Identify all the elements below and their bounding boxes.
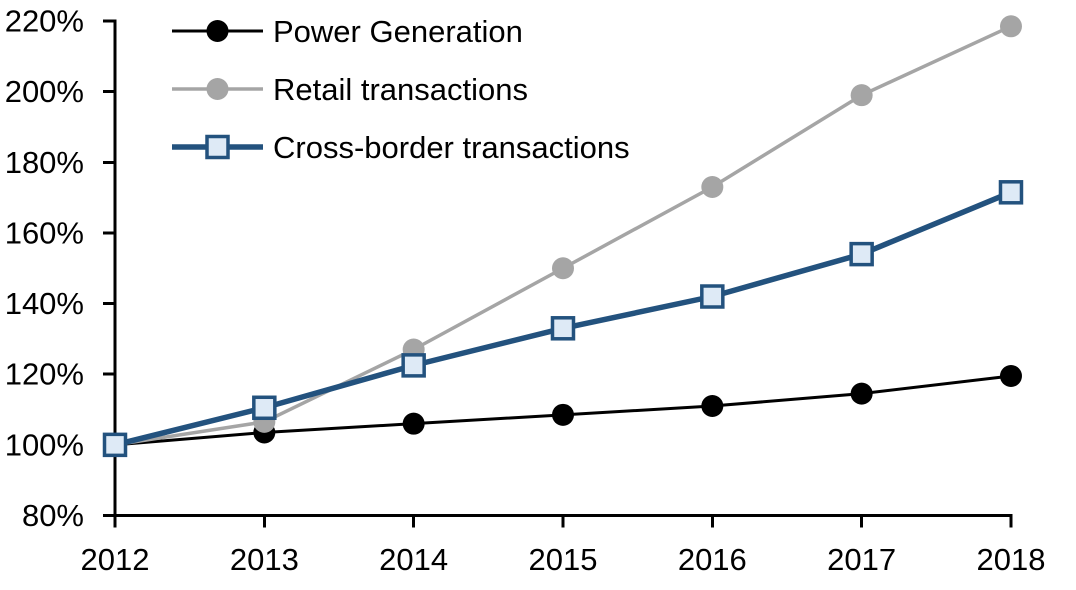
data-point xyxy=(849,241,874,267)
legend-item-cross-border-transactions: Cross-border transactions xyxy=(172,118,630,176)
x-tick-label: 2012 xyxy=(81,542,150,577)
series-power-generation xyxy=(104,364,1022,456)
data-point xyxy=(701,395,724,418)
x-tick-label: 2017 xyxy=(827,542,896,577)
y-tick-label: 140% xyxy=(5,286,84,321)
axis-labels: 80% 100% 120% 140% 160% 180% 200% 220% 2012 2013 2… xyxy=(5,4,1046,578)
data-point xyxy=(999,15,1022,38)
x-tick-label: 2014 xyxy=(379,542,448,577)
data-point xyxy=(850,84,873,107)
data-point xyxy=(551,403,574,426)
data-point xyxy=(700,284,725,309)
y-tick-label: 180% xyxy=(5,145,84,180)
y-tick-label: 120% xyxy=(5,357,84,392)
data-point xyxy=(206,78,229,100)
legend-label: Retail transactions xyxy=(273,71,529,107)
legend-label: Cross-border transactions xyxy=(273,129,630,165)
data-point xyxy=(402,412,425,435)
legend-label: Power Generation xyxy=(273,13,523,49)
x-tick-label: 2018 xyxy=(976,542,1045,577)
y-tick-label: 220% xyxy=(5,4,84,39)
data-point xyxy=(701,176,724,199)
legend-key-gray-line-circle-icon xyxy=(172,78,263,100)
data-point xyxy=(998,180,1024,205)
data-point xyxy=(550,316,576,341)
y-tick-label: 160% xyxy=(5,215,84,250)
y-tick-label: 100% xyxy=(5,427,84,462)
data-point xyxy=(102,432,128,458)
legend: Power Generation Retail transactions Cro… xyxy=(172,2,630,176)
y-tick-label: 80% xyxy=(22,498,84,533)
data-point xyxy=(206,20,229,42)
data-point xyxy=(551,257,574,280)
data-point xyxy=(252,395,277,421)
x-tick-label: 2016 xyxy=(678,542,747,577)
y-tick-label: 200% xyxy=(5,74,84,109)
legend-item-power-generation: Power Generation xyxy=(172,2,630,60)
legend-item-retail-transactions: Retail transactions xyxy=(172,60,630,118)
series-cross-border-transactions xyxy=(102,180,1024,458)
legend-key-black-line-circle-icon xyxy=(172,20,263,42)
x-tick-label: 2013 xyxy=(230,542,299,577)
legend-key-blue-line-square-icon xyxy=(172,134,263,160)
data-point xyxy=(850,382,873,405)
data-point xyxy=(401,353,426,378)
x-tick-label: 2015 xyxy=(529,542,598,577)
data-point xyxy=(999,364,1022,387)
data-point xyxy=(205,134,230,160)
